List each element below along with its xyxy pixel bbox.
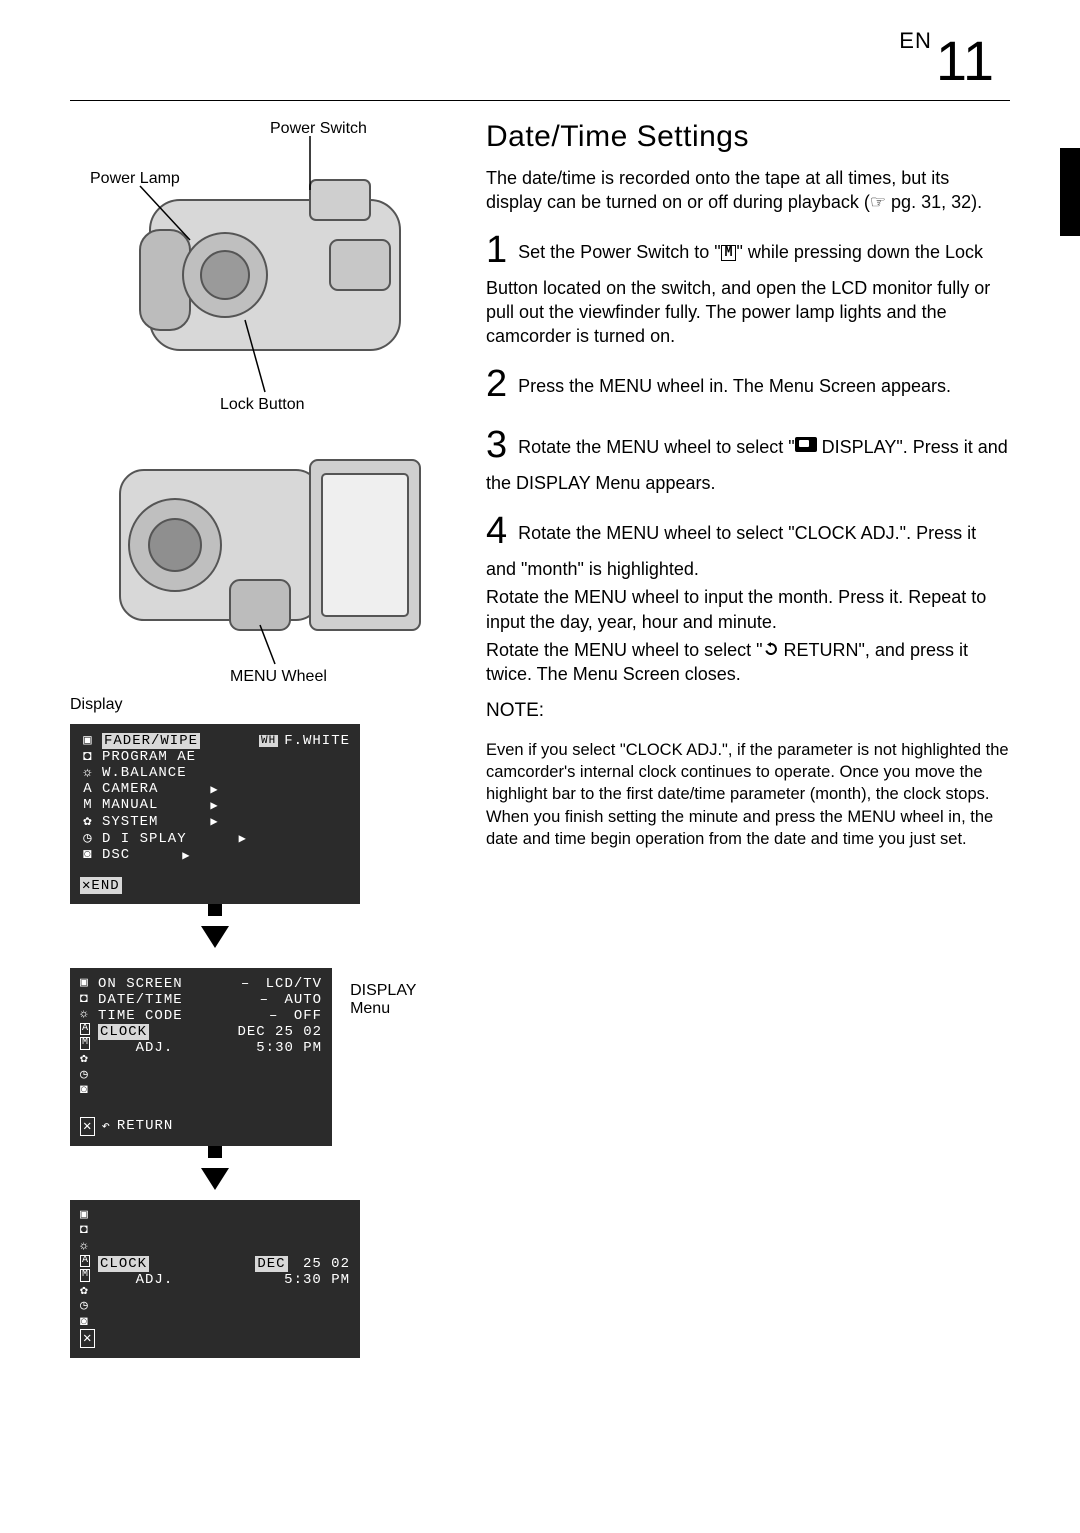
camcorder-top-illustration: Power Switch Power Lamp Lock Button [80, 120, 440, 420]
display-menu-caption: DISPLAY Menu [350, 982, 450, 1018]
step-4c: Rotate the MENU wheel to select " RETURN… [486, 638, 1010, 687]
lcd2-row: ON SCREEN – LCD/TV [98, 976, 322, 992]
return-icon: ↶ [101, 1118, 110, 1135]
camcorder-lcd-illustration: MENU Wheel [80, 430, 440, 690]
step-4: 4 Rotate the MENU wheel to select "CLOCK… [486, 506, 1010, 582]
lcd2-row: CLOCK DEC 25 02 [98, 1024, 322, 1040]
menu-wheel-label: MENU Wheel [230, 668, 327, 686]
menu-screen-lcd: ▣FADER/WIPEWHF.WHITE◘PROGRAM AE☼W.BALANC… [70, 724, 360, 904]
arrow-down-1 [201, 926, 229, 948]
intro-text: The date/time is recorded onto the tape … [486, 166, 1010, 215]
step-1: 1 Set the Power Switch to "M" while pres… [486, 225, 1010, 349]
lcd1-row: ▣FADER/WIPEWHF.WHITE [80, 732, 350, 749]
lcd1-row: ◷D I SPLAY▶ [80, 830, 350, 847]
lcd3-adj: ADJ. [98, 1272, 173, 1288]
menu-sidebar-icons: ▣◘☼AM✿◷◙ [80, 976, 90, 1097]
section-tab [1060, 148, 1080, 236]
lcd1-row: ◘PROGRAM AE [80, 749, 350, 765]
step-4b: Rotate the MENU wheel to input the month… [486, 585, 1010, 634]
power-switch-label: Power Switch [270, 120, 367, 138]
arrow-down-2 [201, 1168, 229, 1190]
step-number-1: 1 [486, 229, 507, 271]
lock-button-label: Lock Button [220, 396, 305, 414]
lcd1-row: MMANUAL▶ [80, 797, 350, 813]
display-caption: Display [70, 696, 450, 714]
section-title: Date/Time Settings [486, 120, 1010, 154]
arrow-stem-2 [208, 1146, 222, 1158]
lcd1-end: ✕END [80, 877, 350, 894]
note-heading: NOTE: [486, 700, 1010, 722]
lcd1-row: ACAMERA▶ [80, 781, 350, 797]
menu-sidebar-icons-2: ▣◘☼AM✿◷◙ [80, 1208, 90, 1329]
step-3: 3 Rotate the MENU wheel to select " DISP… [486, 420, 1010, 496]
lcd3-time: 5:30 PM [275, 1272, 350, 1288]
left-column: Power Switch Power Lamp Lock Button [70, 120, 450, 1358]
lcd2-row: DATE/TIME – AUTO [98, 992, 322, 1008]
display-icon [795, 437, 817, 452]
power-lamp-label: Power Lamp [90, 170, 180, 188]
step-number-4: 4 [486, 510, 507, 552]
m-mode-icon: M [721, 245, 737, 261]
lcd3-dec: DEC [255, 1256, 287, 1272]
lcd1-row: ✿SYSTEM▶ [80, 813, 350, 830]
page-num: 11 [936, 29, 994, 92]
step-2: 2 Press the MENU wheel in. The Menu Scre… [486, 359, 1010, 410]
page-number: EN11 [899, 28, 994, 93]
return-icon-inline [763, 641, 779, 657]
page-prefix: EN [899, 28, 932, 53]
step-number-2: 2 [486, 363, 507, 405]
clock-adj-lcd: ▣◘☼AM✿◷◙ CLOCKDEC 25 02 ADJ. 5:30 PM ✕ [70, 1200, 360, 1358]
note-text: Even if you select "CLOCK ADJ.", if the … [486, 739, 1010, 850]
display-menu-lcd: ▣◘☼AM✿◷◙ ON SCREEN – LCD/TVDATE/TIME – A… [70, 968, 332, 1146]
lcd3-clock: CLOCK [98, 1256, 149, 1272]
lcd2-return: RETURN [117, 1118, 173, 1134]
arrow-stem-1 [208, 904, 222, 916]
lcd1-row: ◙DSC▶ [80, 847, 350, 863]
lcd1-row: ☼W.BALANCE [80, 765, 350, 781]
header-rule [70, 100, 1010, 101]
right-column: Date/Time Settings The date/time is reco… [486, 120, 1010, 1358]
step-number-3: 3 [486, 424, 507, 466]
lcd2-row: ADJ. 5:30 PM [98, 1040, 322, 1056]
lcd2-row: TIME CODE – OFF [98, 1008, 322, 1024]
lcd3-date: 25 02 [294, 1256, 350, 1272]
